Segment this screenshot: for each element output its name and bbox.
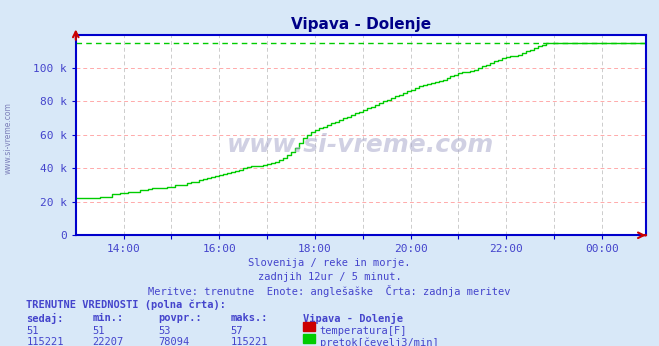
- Title: Vipava - Dolenje: Vipava - Dolenje: [291, 17, 431, 32]
- Text: 51: 51: [26, 326, 39, 336]
- Text: Slovenija / reke in morje.: Slovenija / reke in morje.: [248, 258, 411, 268]
- Text: temperatura[F]: temperatura[F]: [320, 326, 407, 336]
- Text: TRENUTNE VREDNOSTI (polna črta):: TRENUTNE VREDNOSTI (polna črta):: [26, 299, 226, 310]
- Text: 115221: 115221: [231, 337, 268, 346]
- Text: 22207: 22207: [92, 337, 123, 346]
- Text: Meritve: trenutne  Enote: anglešaške  Črta: zadnja meritev: Meritve: trenutne Enote: anglešaške Črta…: [148, 285, 511, 298]
- Text: 53: 53: [158, 326, 171, 336]
- Text: 115221: 115221: [26, 337, 64, 346]
- Text: Vipava - Dolenje: Vipava - Dolenje: [303, 313, 403, 324]
- Text: 78094: 78094: [158, 337, 189, 346]
- Text: 57: 57: [231, 326, 243, 336]
- Text: povpr.:: povpr.:: [158, 313, 202, 323]
- Text: min.:: min.:: [92, 313, 123, 323]
- Text: 51: 51: [92, 326, 105, 336]
- Text: www.si-vreme.com: www.si-vreme.com: [3, 102, 13, 174]
- Text: pretok[čevelj3/min]: pretok[čevelj3/min]: [320, 337, 438, 346]
- Text: zadnjih 12ur / 5 minut.: zadnjih 12ur / 5 minut.: [258, 272, 401, 282]
- Text: sedaj:: sedaj:: [26, 313, 64, 324]
- Text: www.si-vreme.com: www.si-vreme.com: [227, 133, 494, 157]
- Text: maks.:: maks.:: [231, 313, 268, 323]
